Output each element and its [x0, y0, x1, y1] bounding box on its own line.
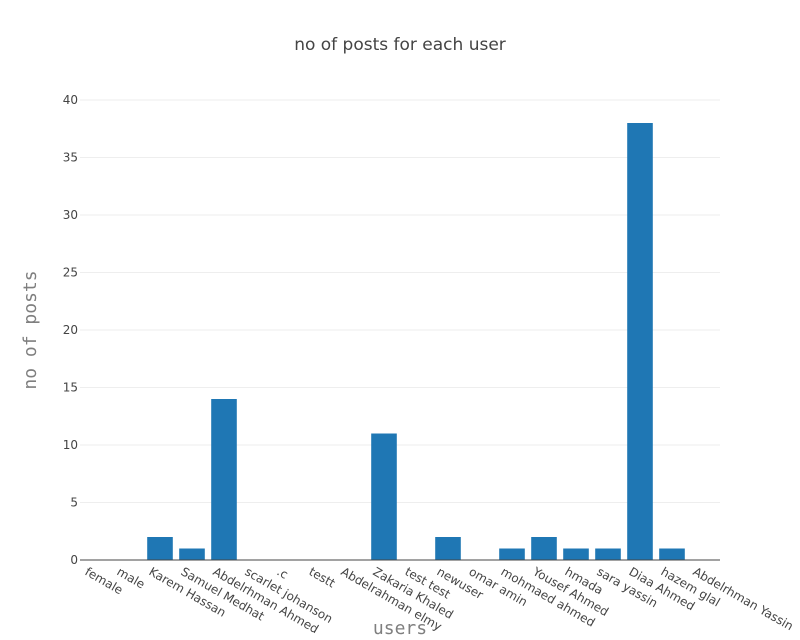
bar: [371, 433, 397, 560]
x-tick-label: testt: [307, 564, 338, 590]
y-tick-label: 5: [70, 496, 78, 510]
bar: [595, 548, 621, 560]
bar: [499, 548, 525, 560]
bar: [563, 548, 589, 560]
y-axis-ticks: 0 5 10 15 20 25 30 35 40: [63, 93, 78, 567]
bar: [179, 548, 205, 560]
bar: [211, 399, 237, 560]
y-tick-label: 20: [63, 323, 78, 337]
y-tick-label: 30: [63, 208, 78, 222]
y-tick-label: 35: [63, 151, 78, 165]
chart-title: no of posts for each user: [294, 35, 506, 55]
y-tick-label: 25: [63, 266, 78, 280]
y-tick-label: 40: [63, 93, 78, 107]
bar: [531, 537, 557, 560]
bar: [147, 537, 173, 560]
x-axis-title: users: [373, 618, 427, 639]
bar: [627, 123, 653, 560]
y-tick-label: 15: [63, 381, 78, 395]
bar: [659, 548, 685, 560]
bars: [147, 123, 685, 560]
bar: [435, 537, 461, 560]
y-axis-title: no of posts: [20, 270, 41, 389]
y-tick-label: 10: [63, 438, 78, 452]
y-tick-label: 0: [70, 553, 78, 567]
gridlines: [80, 99, 720, 503]
